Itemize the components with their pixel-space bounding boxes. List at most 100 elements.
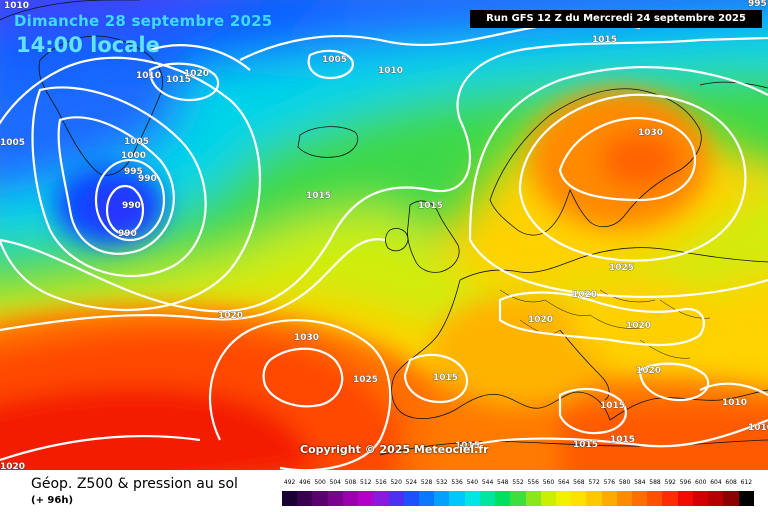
isobar-1025-scand (518, 93, 747, 262)
isobar-label: 1020 (528, 315, 553, 325)
isobar-1010-east (699, 382, 768, 396)
color-scale-label: 492 (283, 479, 296, 486)
color-scale-label: 576 (603, 479, 616, 486)
color-scale-swatch (708, 491, 724, 506)
isobar-label: 1030 (294, 333, 319, 343)
color-scale-label: 496 (299, 479, 311, 486)
color-scale-label: 572 (588, 479, 600, 486)
isobar-1020-central (498, 291, 705, 347)
isobar-1030-scand (558, 116, 697, 202)
color-scale-label: 564 (557, 479, 570, 486)
isobar-labels: 1010 1005 1010 1015 1020 1005 1010 1005 … (0, 0, 768, 470)
color-scale-swatch (434, 491, 450, 506)
isobar-label: 1015 (433, 373, 458, 383)
color-scale-label: 604 (710, 479, 722, 486)
color-scale-swatch (571, 491, 587, 506)
color-scale-swatch (632, 491, 648, 506)
color-scale-swatch (495, 491, 511, 506)
isobar-1010 (0, 56, 261, 312)
color-scale-label: 584 (634, 479, 646, 486)
isobar-1015 (0, 36, 768, 313)
color-scale-swatch (525, 491, 541, 506)
isobar-1015-iberia (403, 353, 468, 404)
color-scale-swatch (327, 491, 343, 506)
isobar-label: 1015 (418, 201, 443, 211)
forecast-date-title: Dimanche 28 septembre 2025 (14, 12, 273, 30)
isobar-label: 1020 (572, 290, 597, 300)
legend-title: Géop. Z500 & pression au sol (31, 476, 238, 492)
color-scale-label: 540 (466, 479, 479, 486)
isobar-1020-balkan (638, 362, 710, 402)
isobar-990 (105, 184, 145, 236)
color-scale-swatch (358, 491, 374, 506)
isobar-label: 1010 (748, 423, 768, 433)
isobar-1015-south (469, 418, 768, 448)
isobar-label: 995 (748, 0, 767, 9)
color-scale-swatch (418, 491, 435, 506)
color-scale-swatch (540, 491, 556, 506)
forecast-map: 1010 1005 1010 1015 1020 1005 1010 1005 … (0, 0, 768, 470)
color-scale-swatch (738, 491, 754, 506)
isobar-label: 990 (138, 174, 157, 184)
color-scale-swatch (479, 491, 496, 506)
isobar-label: 990 (122, 201, 141, 211)
color-scale-label: 532 (436, 479, 448, 486)
color-scale-swatch (555, 491, 572, 506)
isobar-label: 1020 (0, 462, 25, 470)
color-scale-label: 536 (451, 479, 463, 486)
color-scale-swatch (616, 491, 633, 506)
color-scale-swatch (586, 491, 602, 506)
isobar-1020-sw (0, 434, 201, 462)
color-scale-label: 612 (740, 479, 753, 486)
legend-subtitle: (+ 96h) (31, 495, 74, 506)
color-scale-label: 516 (375, 479, 387, 486)
isobar-label: 1010 (722, 398, 747, 408)
color-scale-swatch (677, 491, 693, 506)
color-scale-swatch (403, 491, 419, 506)
isobar-1025 (208, 319, 392, 470)
isobar-label: 1020 (626, 321, 651, 331)
color-scale-label: 508 (344, 479, 357, 486)
isobar-label: 990 (118, 229, 137, 239)
color-scale-label: 568 (573, 479, 585, 486)
isobar-label: 1015 (573, 440, 598, 450)
color-scale-swatch (723, 491, 739, 506)
color-scale-label: 552 (512, 479, 524, 486)
isobar-label: 1030 (638, 128, 663, 138)
isobar-label: 1025 (353, 375, 378, 385)
isobar-label: 1005 (322, 55, 347, 65)
isobar-label: 1015 (592, 35, 617, 45)
color-scale-swatch (662, 491, 678, 506)
color-scale-swatch (388, 491, 404, 506)
isobar-label: 1010 (4, 1, 29, 11)
color-scale-label: 560 (542, 479, 555, 486)
isobar-1020-greenland (148, 62, 220, 102)
color-scale-label: 588 (649, 479, 661, 486)
forecast-time-title: 14:00 locale (16, 33, 160, 57)
color-scale-swatch (342, 491, 359, 506)
isobar-1005 (31, 86, 207, 278)
color-scale-label: 596 (679, 479, 692, 486)
color-scale-swatch (449, 491, 465, 506)
color-scale-label: 524 (405, 479, 418, 486)
isobar-1015-med (558, 387, 627, 435)
color-scale: 492 496 500 504 508 512 516 520 524 528 532 536 540 5… (282, 479, 754, 506)
color-scale-swatch (601, 491, 617, 506)
isobar-label: 1005 (124, 137, 149, 147)
isobar-1020-atlantic (0, 238, 386, 332)
isobar-1000 (57, 116, 175, 255)
isobar-label: 1025 (609, 263, 634, 273)
color-scale-swatch (510, 491, 526, 506)
map-canvas: 1010 1005 1010 1015 1020 1005 1010 1005 … (0, 0, 768, 470)
color-scale-label: 528 (420, 479, 433, 486)
isobar-995 (94, 158, 166, 242)
isobar-label: 1000 (121, 151, 146, 161)
isobar-label: 1020 (636, 366, 661, 376)
color-scale-swatch (282, 491, 298, 506)
color-scale-label: 556 (527, 479, 539, 486)
legend-bar: Géop. Z500 & pression au sol (+ 96h) 492… (0, 470, 768, 512)
color-scale-bar (282, 491, 754, 506)
isobar-label: 995 (124, 167, 143, 177)
color-scale-label: 608 (725, 479, 737, 486)
copyright-notice: Copyright © 2025 Meteociel.fr (300, 443, 489, 456)
